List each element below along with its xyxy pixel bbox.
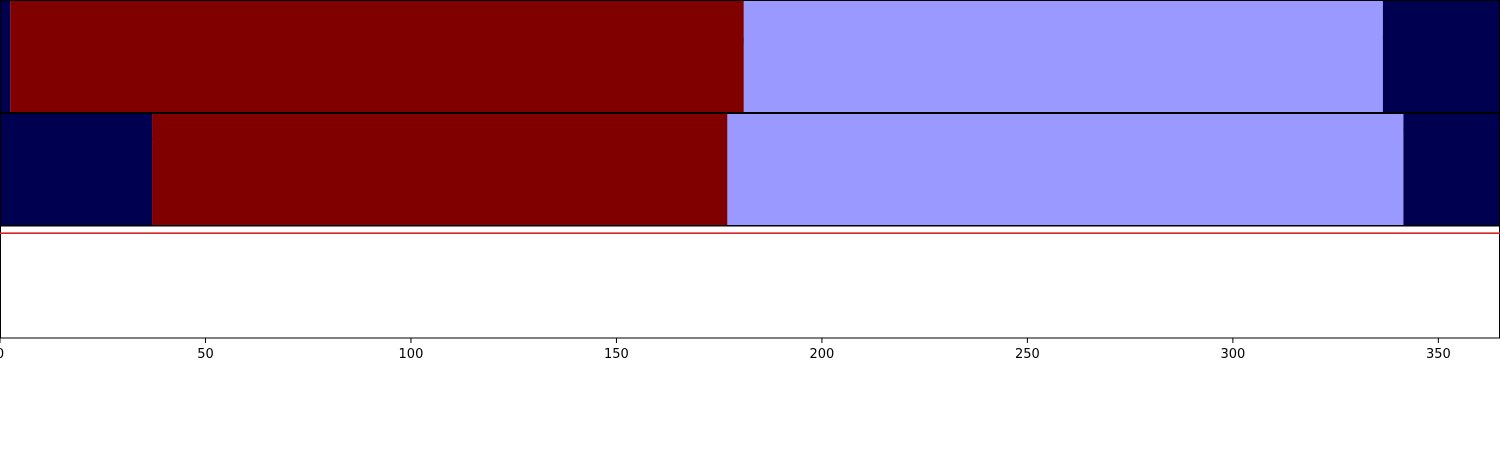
x-axis: 0 50 100 150 200 250 300 350 <box>0 338 1451 362</box>
segment-row-2 <box>0 113 1500 226</box>
x-tick-label: 100 <box>399 347 424 362</box>
line-panel <box>0 0 1500 339</box>
segment-1-3 <box>1382 0 1500 113</box>
x-tick-label: 350 <box>1426 347 1451 362</box>
segment-1-2 <box>743 0 1383 113</box>
x-tick-label: 0 <box>0 347 4 362</box>
segment-1-1 <box>10 0 744 113</box>
x-tick-label: 150 <box>604 347 629 362</box>
line-panel-frame <box>0 225 1500 339</box>
segment-2-3 <box>1403 113 1500 226</box>
x-tick-label: 300 <box>1220 347 1245 362</box>
segment-2-1 <box>152 113 728 226</box>
segment-2-2 <box>727 113 1404 226</box>
segment-row-1 <box>0 0 1500 113</box>
x-tick-label: 200 <box>810 347 835 362</box>
segment-2-0 <box>0 113 153 226</box>
segment-1-0 <box>0 0 11 113</box>
x-tick-label: 250 <box>1015 347 1040 362</box>
x-tick-label: 50 <box>197 347 214 362</box>
